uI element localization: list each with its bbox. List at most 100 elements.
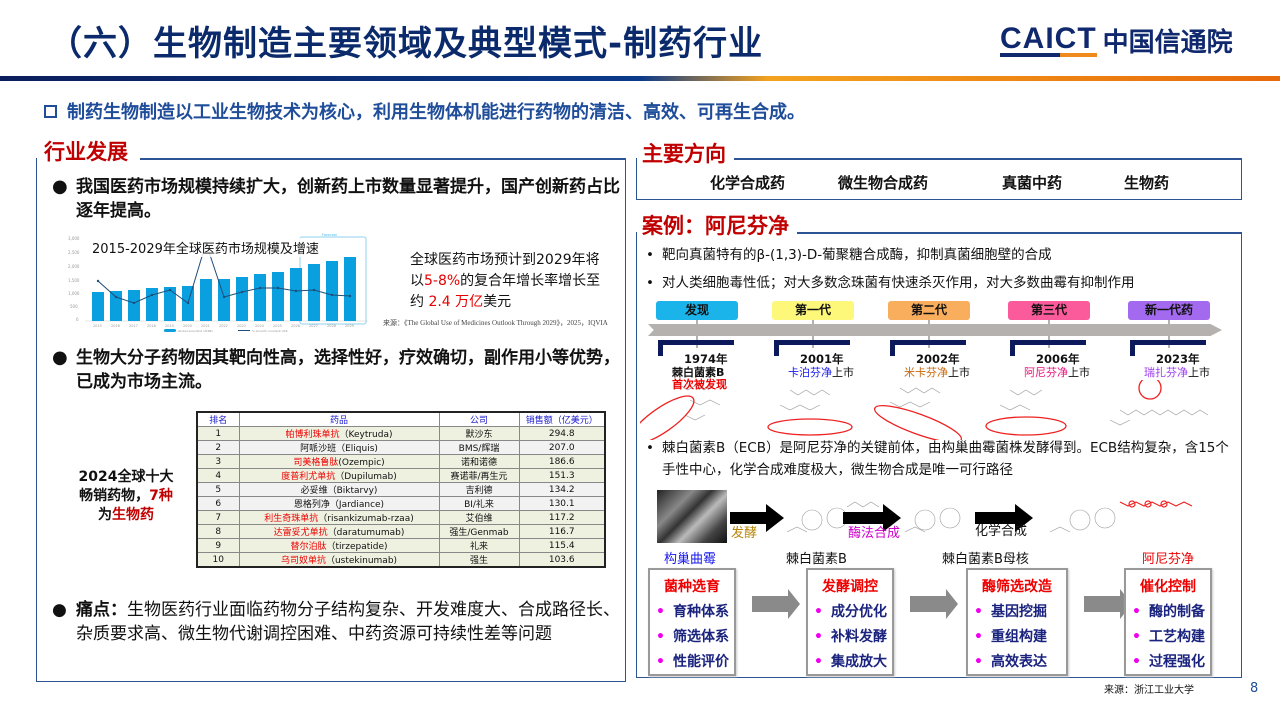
bracket-icon — [658, 340, 734, 356]
bullet-dot-icon: • — [1132, 629, 1141, 645]
timeline-stem — [812, 320, 814, 348]
flow-step-ecb: 棘白菌素B — [786, 552, 847, 567]
sales-cell: 134.2 — [518, 482, 606, 497]
bullet-dot-icon: • — [1132, 654, 1141, 670]
directions-panel — [636, 158, 1242, 200]
bracket-icon — [1010, 340, 1086, 356]
sales-cell: 207.0 — [518, 440, 606, 455]
slide-source: 来源：浙江工业大学 — [1104, 685, 1194, 696]
arrow-right-icon — [730, 504, 784, 532]
top10-label: 2024全球十大 畅销药物，7种 为生物药 — [78, 469, 174, 523]
section-title-case: 案例：阿尼芬净 — [642, 210, 797, 240]
col-rank: 排名 — [196, 411, 240, 427]
svg-text:2021: 2021 — [201, 324, 210, 328]
svg-text:2017: 2017 — [129, 324, 138, 328]
table-row: 7 利生奇珠单抗（risankizumab-rzaa) 艾伯维 117.2 — [196, 510, 606, 525]
page-title: （六）生物制造主要领域及典型模式-制药行业 — [48, 24, 764, 64]
ecb-description: • 棘白菌素B（ECB）是阿尼芬净的关键前体，由构巢曲霉菌株发酵得到。ECB结构复… — [646, 440, 1229, 478]
svg-text:2019: 2019 — [165, 324, 174, 328]
bullet-dot-icon: ● — [52, 347, 68, 368]
company-cell: 艾伯维 — [438, 510, 520, 525]
rank-cell: 7 — [196, 510, 240, 525]
table-row: 2 阿哌沙班（Eliquis) BMS/辉瑞 207.0 — [196, 440, 606, 455]
bullet-dot-icon: • — [974, 604, 983, 620]
svg-text:1,000: 1,000 — [68, 291, 80, 296]
company-cell: 强生 — [438, 552, 520, 568]
stage-item: • 集成放大 — [808, 650, 892, 675]
case-bullet-target: • 靶向真菌特有的β-(1,3)-D-葡聚糖合成酶，抑制真菌细胞壁的合成 — [646, 247, 1052, 263]
flow-label-fermentation: 发酵 — [731, 526, 758, 541]
drug-cell: 帕博利珠单抗（Keytruda) — [238, 426, 440, 441]
drug-cell: 乌司奴单抗（ustekinumab) — [238, 552, 440, 568]
stage-box: 菌种选育 • 育种体系 • 筛选体系 • 性能评价 — [648, 568, 736, 676]
bullet-dot-icon: • — [656, 654, 665, 670]
section-title-directions: 主要方向 — [642, 138, 734, 168]
logo-en: CAICT — [1000, 21, 1097, 57]
section-title-industry: 行业发展 — [44, 136, 136, 166]
drug-cell: 阿哌沙班（Eliquis) — [238, 440, 440, 455]
drug-cell: 恩格列净（Jardiance) — [238, 496, 440, 511]
svg-text:500: 500 — [70, 304, 78, 309]
arrow-right-icon — [843, 504, 901, 532]
sales-cell: 130.1 — [518, 496, 606, 511]
svg-text:3,000: 3,000 — [68, 236, 80, 241]
market-chart: 3,000 2,500 2,000 1,500 1,000 500 0 Forecast 2… — [68, 233, 368, 332]
drug-cell: 替尔泊肽（tirzepatide) — [238, 538, 440, 553]
header-divider — [0, 76, 1280, 81]
company-cell: BI/礼来 — [438, 496, 520, 511]
sales-cell: 186.6 — [518, 454, 606, 469]
svg-text:2029: 2029 — [345, 324, 354, 328]
direction-fungal-tcm: 真菌中药 — [1002, 174, 1063, 192]
stage-item: • 筛选体系 — [650, 625, 734, 650]
chart-title: 2015-2029年全球医药市场规模及增速 — [92, 238, 319, 257]
logo-cn: 中国信通院 — [1102, 28, 1233, 58]
bullet-dot-icon: • — [814, 604, 823, 620]
company-cell: 默沙东 — [438, 426, 520, 441]
svg-text:Forecast: Forecast — [322, 233, 337, 237]
table-row: 8 达雷妥尤单抗（daratumumab) 强生/Genmab 116.7 — [196, 524, 606, 539]
bracket-icon — [890, 340, 966, 356]
rank-cell: 2 — [196, 440, 240, 455]
page-number: 8 — [1250, 681, 1259, 696]
timeline-stem — [1048, 320, 1050, 348]
arrow-right-icon — [910, 589, 958, 619]
forecast-note: 全球医药市场预计到2029年将以5-8%的复合年增长率增长至约 2.4 万亿美元 — [410, 252, 601, 310]
table-row: 5 必妥维（Biktarvy) 吉利德 134.2 — [196, 482, 606, 497]
company-cell: 赛诺菲/再生元 — [438, 468, 520, 483]
company-cell: BMS/辉瑞 — [438, 440, 520, 455]
rank-cell: 1 — [196, 426, 240, 441]
molecule-structures — [640, 380, 1209, 440]
svg-text:2022: 2022 — [219, 324, 228, 328]
arrow-right-icon — [752, 589, 800, 619]
svg-text:2027: 2027 — [309, 324, 318, 328]
stage-item: • 过程强化 — [1126, 650, 1210, 675]
flow-step-ecb-nucleus: 棘白菌素B母核 — [942, 552, 1029, 567]
case-bullet-toxicity: • 对人类细胞毒性低；对大多数念珠菌有快速杀灭作用，对大多数曲霉有抑制作用 — [646, 275, 1135, 291]
timeline-tag: 新一代药 — [1128, 301, 1210, 320]
stage-item: • 酶的制备 — [1126, 600, 1210, 625]
stage-item: • 重组构建 — [968, 625, 1066, 650]
stage-item: • 工艺构建 — [1126, 625, 1210, 650]
flow-label-enzymatic: 酶法合成 — [848, 526, 901, 541]
svg-text:% Growth constant US$: % Growth constant US$ — [252, 329, 288, 332]
caict-logo: CAICT 中国信通院 — [1000, 22, 1233, 59]
timeline-stem — [1168, 320, 1170, 348]
drug-cell: 达雷妥尤单抗（daratumumab) — [238, 524, 440, 539]
svg-text:2018: 2018 — [147, 324, 156, 328]
bullet-biologics: ● 生物大分子药物因其靶向性高，选择性好，疗效确切，副作用小等优势，已成为市场主… — [52, 347, 620, 392]
direction-chemical: 化学合成药 — [710, 174, 786, 192]
bullet-dot-icon: • — [1132, 604, 1141, 620]
svg-text:1,500: 1,500 — [68, 278, 80, 283]
col-drug: 药品 — [238, 411, 440, 427]
direction-biologic: 生物药 — [1124, 174, 1170, 192]
flow-step-aspergillus: 构巢曲霉 — [664, 552, 717, 567]
bullet-dot-icon: ● — [52, 600, 67, 620]
timeline-stem — [696, 320, 698, 348]
stage-item: • 补料发酵 — [808, 625, 892, 650]
timeline-tag: 第一代 — [772, 301, 854, 320]
rank-cell: 10 — [196, 552, 240, 568]
sales-cell: 117.2 — [518, 510, 606, 525]
stage-box: 催化控制 • 酶的制备 • 工艺构建 • 过程强化 — [1124, 568, 1212, 676]
bracket-icon — [774, 340, 850, 356]
subtitle: 制药生物制造以工业生物技术为核心，利用生物体机能进行药物的清洁、高效、可再生合成… — [44, 98, 805, 124]
